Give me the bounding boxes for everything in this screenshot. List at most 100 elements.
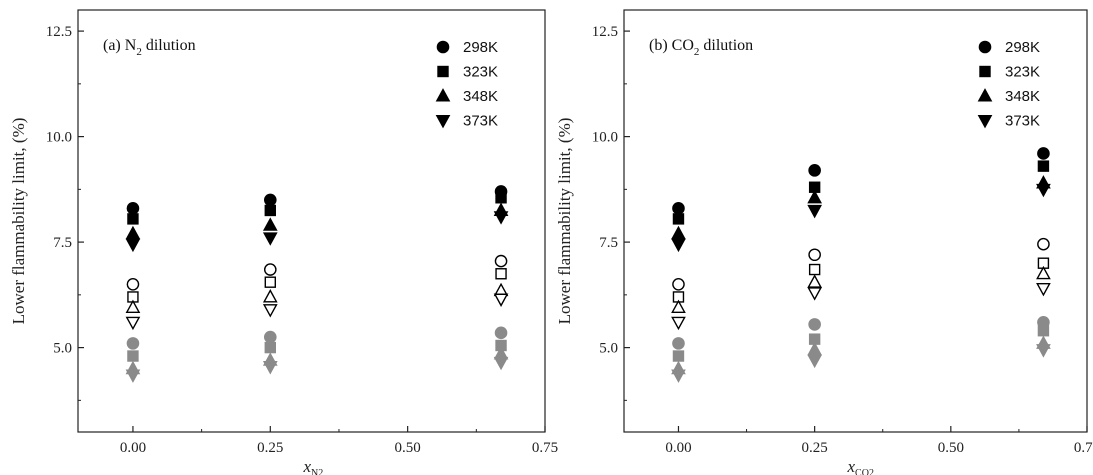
data-point-gray-square — [1037, 325, 1050, 337]
panel-title: (a) N2 dilution — [103, 37, 196, 58]
data-point-open-circle — [808, 248, 821, 262]
data-point-open-triangle-down — [125, 316, 141, 331]
y-tick-label: 10.0 — [592, 130, 618, 146]
x-tick-label: 0.25 — [257, 440, 283, 456]
data-point-open-triangle-up — [807, 274, 822, 288]
data-point-black-triangle-down — [807, 204, 822, 219]
legend-label: 323K — [463, 64, 498, 81]
data-point-black-triangle-down — [1036, 183, 1051, 198]
legend-marker-triangle-down — [977, 114, 993, 129]
data-point-black-circle — [126, 202, 140, 215]
legend-label: 298K — [1005, 39, 1040, 56]
data-point-black-triangle-down — [262, 232, 278, 246]
legend-label: 348K — [463, 88, 498, 105]
legend: 298K 323K 348K 373K — [977, 39, 1040, 130]
x-tick-label: 0.75 — [532, 440, 558, 456]
x-axis-title-group: xCO2 — [847, 457, 874, 475]
data-point-black-triangle-down — [671, 238, 686, 253]
data-point-open-triangle-up — [125, 299, 141, 314]
data-point-gray-circle — [808, 318, 821, 331]
data-point-open-triangle-up — [1036, 265, 1051, 280]
data-point-gray-triangle-down — [125, 369, 141, 383]
data-point-gray-triangle-up — [807, 341, 822, 356]
data-point-gray-circle — [126, 337, 140, 350]
data-point-black-triangle-down — [125, 238, 141, 253]
panel-title-main: (b) CO — [649, 37, 694, 54]
panel-title-sub: 2 — [136, 46, 142, 58]
legend-label: 373K — [1005, 113, 1040, 130]
data-point-gray-square — [672, 350, 685, 362]
data-point-gray-circle — [263, 330, 277, 344]
y-tick-label: 5.0 — [53, 341, 72, 357]
legend-label: 348K — [1005, 88, 1040, 105]
x-axis-title: xN2 — [303, 457, 324, 475]
data-point-open-circle — [672, 277, 685, 291]
legend-marker-circle — [978, 40, 992, 54]
chart-panel-b: 0.00 0.25 0.50 0.75 5.0 7.5 10.0 12.5 Lower flam… — [555, 9, 1093, 475]
data-points — [671, 147, 1051, 383]
data-points — [125, 185, 509, 383]
x-axis-title: xCO2 — [847, 457, 874, 475]
data-point-black-square — [264, 204, 276, 217]
legend-label: 373K — [463, 113, 498, 130]
legend-marker-circle — [436, 40, 450, 54]
data-point-black-square — [495, 192, 507, 204]
panel-title-rest: dilution — [699, 37, 753, 54]
data-point-black-circle — [263, 193, 277, 207]
y-tick-label: 12.5 — [46, 24, 72, 40]
data-point-gray-square — [127, 350, 139, 362]
legend-label: 298K — [463, 39, 498, 56]
data-point-gray-triangle-down — [262, 361, 278, 375]
y-tick-label: 10.0 — [46, 130, 72, 146]
data-point-open-square — [495, 268, 507, 280]
data-point-open-triangle-down — [807, 287, 822, 301]
data-point-open-circle — [1037, 237, 1050, 251]
data-point-open-square — [808, 263, 821, 276]
panel-title-group: (a) N2 dilution — [103, 37, 196, 58]
x-axis-title-main: x — [847, 457, 856, 475]
data-point-gray-triangle-down — [671, 369, 686, 383]
y-tick-label: 7.5 — [599, 235, 618, 251]
data-point-gray-circle — [494, 326, 508, 340]
data-point-black-triangle-up — [671, 225, 686, 240]
plot-frame — [623, 9, 1088, 433]
data-point-black-square — [672, 213, 685, 225]
x-tick-label: 0.00 — [120, 440, 146, 456]
data-point-open-triangle-up — [671, 299, 686, 314]
panel-title: (b) CO2 dilution — [649, 37, 753, 58]
x-tick-label: 0.75 — [1074, 440, 1093, 456]
data-point-open-triangle-down — [671, 316, 686, 331]
data-point-open-circle — [126, 277, 140, 291]
data-point-gray-circle — [672, 337, 685, 350]
data-point-open-triangle-down — [1036, 282, 1051, 297]
y-tick-label: 12.5 — [592, 24, 618, 40]
data-point-black-triangle-down — [493, 211, 509, 225]
x-axis-title-group: xN2 — [303, 457, 324, 475]
x-axis-title-main: x — [303, 457, 312, 475]
legend-marker-triangle-up — [435, 88, 451, 102]
plot-frame — [77, 9, 546, 433]
x-tick-label: 0.00 — [665, 440, 691, 456]
panel-title-group: (b) CO2 dilution — [649, 37, 753, 58]
panel-title-sub: 2 — [694, 46, 700, 58]
legend-marker-triangle-up — [977, 88, 993, 102]
legend: 298K 323K 348K 373K — [435, 39, 498, 130]
data-point-gray-triangle-down — [1036, 344, 1051, 358]
legend-marker-square — [437, 65, 449, 78]
data-point-black-square — [127, 213, 139, 225]
x-axis-title-sub: CO2 — [855, 468, 874, 475]
data-point-open-circle — [263, 263, 277, 276]
y-tick-label: 5.0 — [599, 341, 618, 357]
y-tick-label: 7.5 — [53, 235, 72, 251]
legend-label: 323K — [1005, 64, 1040, 81]
data-point-gray-triangle-down — [493, 356, 509, 371]
chart-panel-a: 0.00 0.25 0.50 0.75 5.0 7.5 10.0 12.5 Lower flam… — [9, 9, 558, 475]
y-axis-title: Lower flammability limit, (%) — [555, 118, 574, 325]
data-point-open-square — [264, 276, 276, 288]
panel-title-main: (a) N — [103, 37, 137, 54]
data-point-black-triangle-up — [262, 217, 278, 231]
data-point-black-circle — [672, 202, 685, 215]
data-point-gray-square — [264, 341, 276, 354]
data-point-black-triangle-up — [807, 189, 822, 204]
